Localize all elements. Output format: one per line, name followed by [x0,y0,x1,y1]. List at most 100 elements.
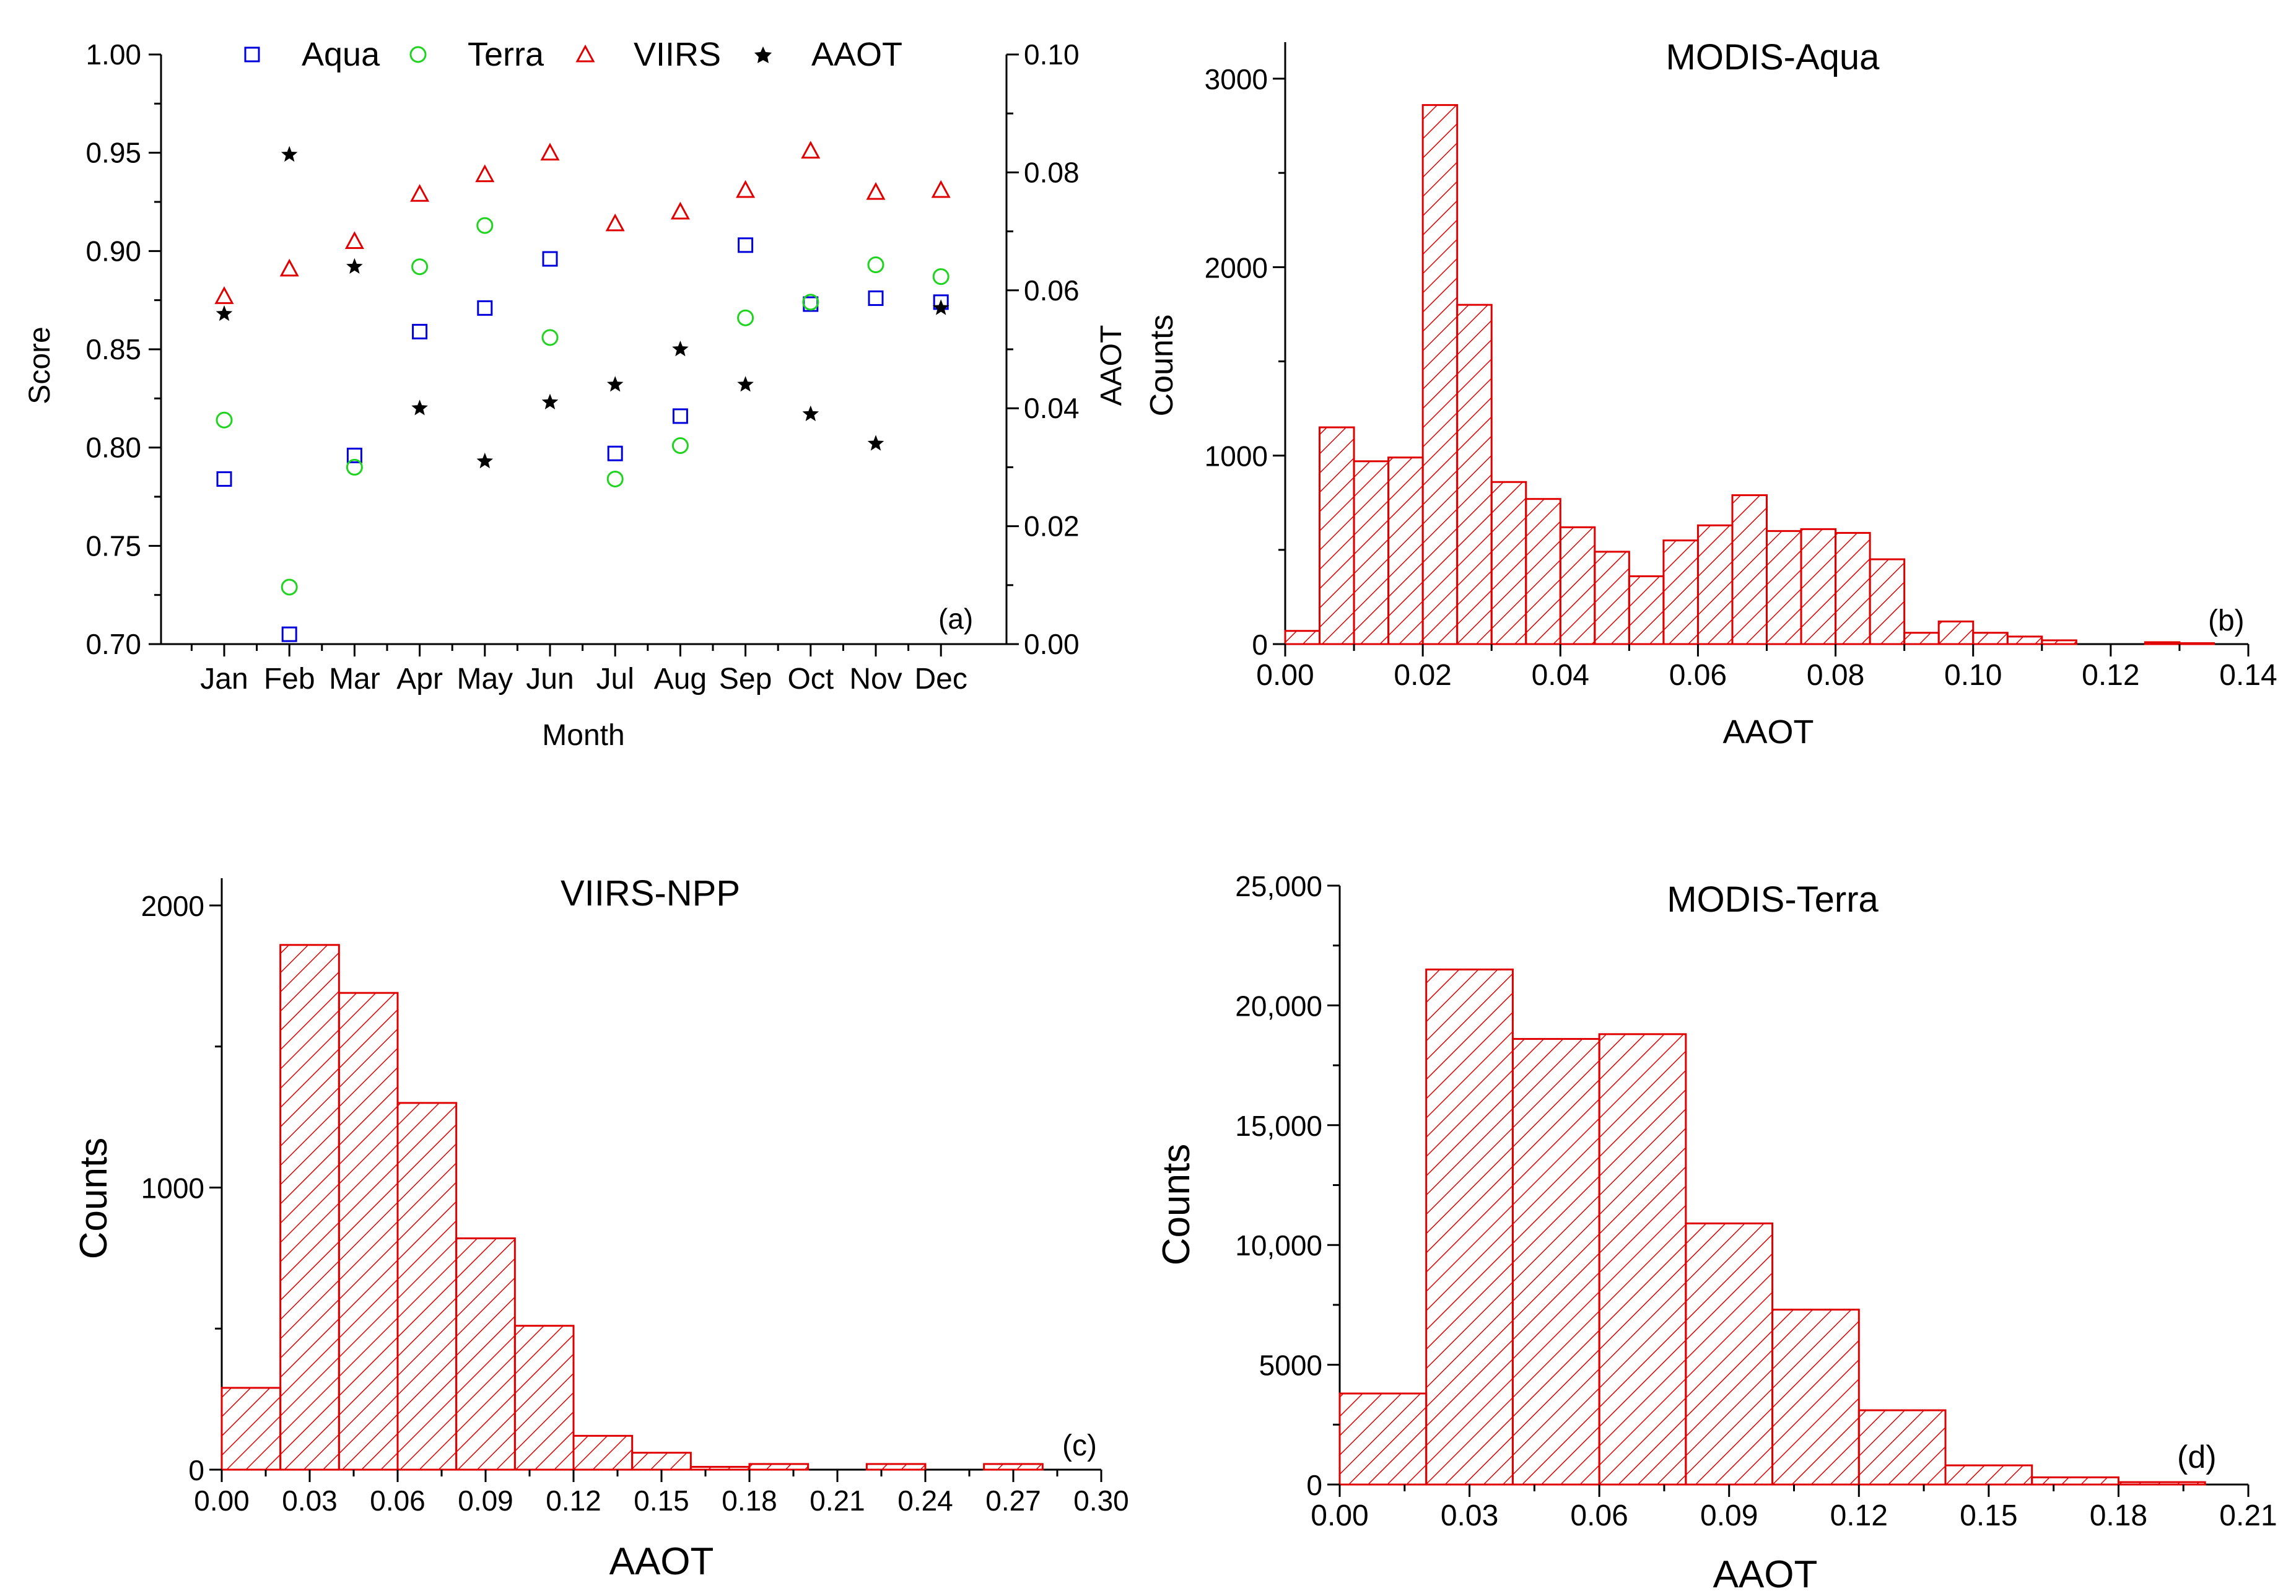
point-aaot [867,435,884,451]
x-tick-label: 0.18 [2090,1499,2147,1532]
y-tick-label: 25,000 [1235,870,1322,902]
y2-tick-label: 0.02 [1024,510,1080,543]
point-terra [346,458,363,476]
x-tick-label: Nov [849,663,902,696]
panel-label-b: (b) [2208,604,2245,637]
x-ticks-b: 0.00 0.02 0.04 0.06 0.08 0.10 0.12 0.14 [1256,644,2277,692]
histogram-bar [1511,1038,1600,1486]
x-tick-label: 0.21 [810,1485,865,1517]
histogram-bar [279,944,340,1471]
histogram-bar [1559,526,1596,645]
point-viirs [931,180,951,198]
point-aaot [411,399,428,416]
histogram-bar [2144,641,2181,645]
point-terra [932,268,949,286]
legend-a: Aqua Terra VIIRS AAOT [244,36,902,73]
y2-tick-label: 0.00 [1024,628,1080,660]
histogram-bar [2117,1481,2206,1486]
x-tick-label: Jan [200,663,248,696]
y-tick-label: 2000 [141,890,204,922]
point-aqua [607,445,623,461]
histogram-bar [1857,1409,1947,1486]
point-aqua [281,626,297,642]
x-tick-label: Aug [654,663,707,696]
histogram-bar [631,1452,692,1471]
x-axis-label-a: Month [542,719,624,752]
y-ticks-d: 0 5000 10,000 15,000 20,000 25,000 [1235,870,1340,1501]
y-tick-label: 0.95 [85,137,141,169]
y-axis-label-d: Counts [1155,1144,1198,1265]
x-axis-label-d: AAOT [1713,1553,1818,1596]
histogram-bar [1972,632,2009,645]
x-ticks-c: 0.00 0.03 0.06 0.09 0.12 0.15 0.18 0.21 0.24 0.27… [194,1470,1129,1517]
point-terra [281,578,298,596]
histogram-bar [1421,104,1459,645]
histogram-bar [338,992,399,1471]
histogram-bar [396,1102,458,1471]
point-viirs [736,180,756,198]
x-tick-label: 0.03 [1441,1499,1498,1532]
histogram-bar [1425,968,1514,1486]
x-tick-label: 0.02 [1394,659,1451,692]
chart-title-c: VIIRS-NPP [561,873,740,914]
histogram-bar [1490,481,1527,645]
point-aqua [216,471,232,487]
y2-tick-label: 0.10 [1024,38,1080,71]
histogram-bar [1525,498,1561,645]
point-viirs [866,181,886,200]
data-points-a [214,141,951,642]
y-ticks-c: 0 1000 2000 [141,890,222,1486]
y2-tick-label: 0.08 [1024,156,1080,188]
x-tick-label: 0.00 [1311,1499,1368,1532]
x-tick-label: 0.00 [1256,659,1314,692]
point-aqua [412,323,428,339]
y-tick-label: 0.75 [85,530,141,562]
point-terra [541,329,559,346]
point-viirs [344,231,364,249]
histogram-bar [1662,539,1699,645]
point-viirs [410,184,430,202]
y2-tick-label: 0.06 [1024,274,1080,307]
panel-label-a: (a) [938,603,973,635]
histogram-bar [220,1387,282,1471]
y2-ticks-a: 0.00 0.02 0.04 0.06 0.08 0.10 [1006,38,1080,660]
point-aaot [281,146,298,162]
y-tick-label: 10,000 [1235,1229,1322,1262]
point-aaot [932,299,949,315]
point-terra [867,256,884,274]
point-terra [476,217,494,234]
x-tick-label: 0.04 [1532,659,1589,692]
x-tick-label: Dec [915,663,967,696]
point-aqua [477,300,493,316]
y-tick-label: 0 [1252,629,1268,661]
point-viirs [475,164,495,183]
histogram-bar [1771,1309,1860,1486]
point-viirs [279,258,299,277]
y-axis-label-b: Counts [1144,315,1180,417]
point-aaot [216,305,233,321]
legend-label-aaot: AAOT [811,36,902,73]
y-tick-label: 0 [1306,1469,1322,1501]
histogram-bar [1319,426,1355,645]
bars-b [1284,104,2215,645]
x-tick-label: 0.12 [2082,659,2139,692]
histogram-bar [1835,531,1871,645]
y-tick-label: 0 [188,1454,204,1486]
point-aaot [476,452,494,469]
point-viirs [214,286,234,304]
histogram-bar [983,1463,1044,1471]
y-tick-label: 1000 [141,1172,204,1205]
x-tick-label: 0.30 [1073,1485,1129,1517]
x-tick-label: 0.06 [1570,1499,1628,1532]
histogram-bar [1353,460,1390,645]
histogram-bar [689,1465,751,1471]
x-tick-label: Oct [787,663,834,696]
x-tick-label: 0.21 [2219,1499,2277,1532]
x-tick-label: Jun [526,663,574,696]
x-axis-label-b: AAOT [1722,713,1814,751]
histogram-bar [1731,494,1768,645]
chart-title-d: MODIS-Terra [1667,879,1879,920]
point-terra [802,294,819,311]
